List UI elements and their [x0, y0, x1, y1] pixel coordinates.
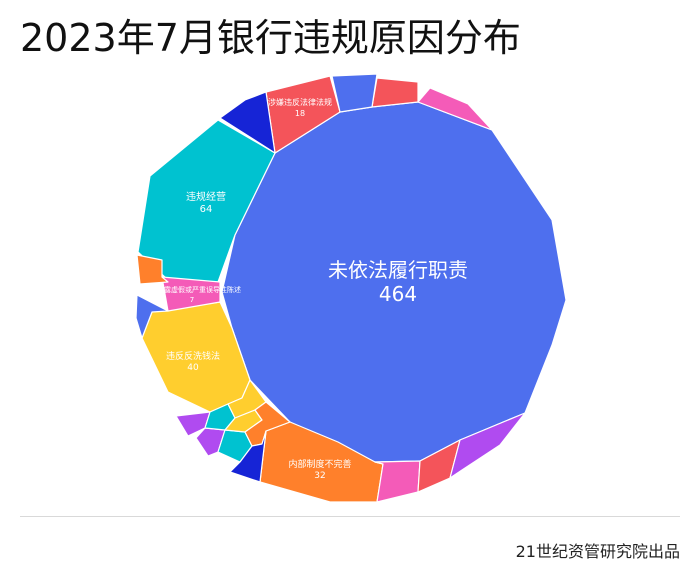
footer-divider — [20, 516, 680, 517]
source-label: 21世纪资管研究院出品 — [515, 542, 680, 561]
chart-cells — [135, 73, 567, 503]
label-fanxiqian: 违反反洗钱法 — [166, 350, 220, 362]
value-xinxi-pilu: 7 — [190, 296, 194, 304]
value-neibu-zhidu: 32 — [314, 471, 325, 481]
label-xinxi-pilu: 信息披露虚假或严重误导性陈述 — [143, 285, 241, 294]
cell-top-red — [371, 77, 419, 108]
chart-title: 2023年7月银行违规原因分布 — [20, 16, 521, 60]
cell-top-blue — [331, 73, 378, 113]
value-sheixian-weifa: 18 — [295, 109, 305, 118]
cell-left-blue — [135, 294, 169, 339]
label-weifa-lvzhi: 未依法履行职责 — [328, 258, 468, 282]
cell-bottom-navy — [229, 430, 267, 483]
label-sheixian-weifa: 涉嫌违反法律法规 — [268, 97, 332, 107]
cell-bottom-pink — [374, 460, 421, 503]
cell-bottomright-purple — [449, 412, 526, 479]
value-fanxiqian: 40 — [187, 363, 199, 373]
value-weigui-jingying: 64 — [200, 204, 213, 215]
value-weifa-lvzhi: 464 — [379, 282, 417, 306]
chart-labels: 未依法履行职责 464 违规经营 64 违反反洗钱法 40 内部制度不完善 32… — [143, 97, 468, 481]
label-neibu-zhidu: 内部制度不完善 — [288, 458, 351, 470]
cell-topleft-navy — [219, 91, 276, 154]
cell-top-pink — [417, 87, 493, 131]
label-weigui-jingying: 违规经营 — [186, 190, 226, 203]
cell-xinxi-pilu — [161, 276, 221, 312]
cell-left-orange — [136, 254, 169, 285]
